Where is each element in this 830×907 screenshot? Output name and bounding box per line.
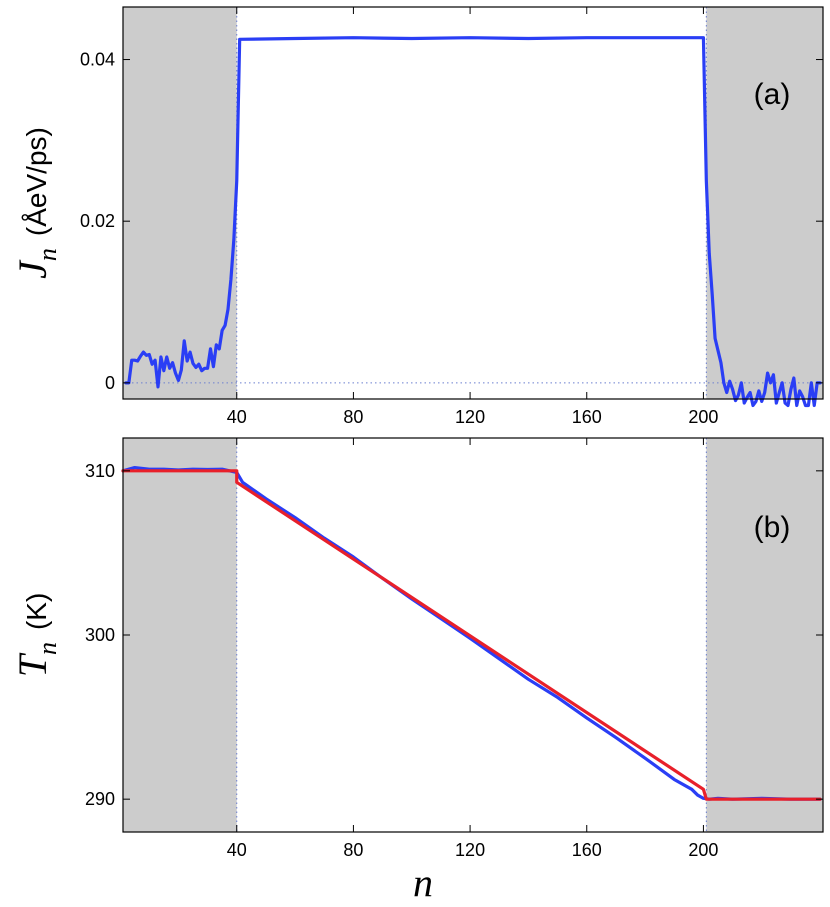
y-tick-label: 290 (85, 789, 115, 809)
x-tick-label: 80 (343, 840, 363, 860)
panel-b-temperature-plot: 40 80 120 160 200 290 300 310 (b) Tn (K) n (10, 437, 824, 905)
x-tick-label: 200 (688, 407, 718, 427)
y-axis-label-symbol: T (10, 652, 55, 677)
y-axis-label-unit: (K) (21, 593, 52, 630)
y-axis-label: Jn (ÅeV/ps) (10, 127, 62, 279)
x-axis-label: n (413, 860, 433, 905)
shaded-region (123, 438, 237, 832)
y-tick-label: 300 (85, 625, 115, 645)
y-axis-label: Tn (K) (10, 593, 62, 678)
panel-a-current-plot: 40 80 120 160 200 0 0.02 0.04 (a) Jn (ÅeV/ps) (10, 6, 824, 427)
x-tick-label: 80 (343, 407, 363, 427)
x-tick-label: 160 (572, 407, 602, 427)
y-axis-label-subscript: n (33, 642, 62, 655)
series-line-2 (121, 469, 822, 801)
y-tick-label: 0.02 (80, 211, 115, 231)
series-line-1 (124, 36, 822, 408)
panel-label: (b) (754, 511, 791, 544)
x-tick-label: 200 (688, 840, 718, 860)
x-tick-label: 160 (572, 840, 602, 860)
y-tick-label: 0 (105, 373, 115, 393)
shaded-region (706, 7, 823, 399)
y-tick-label: 310 (85, 461, 115, 481)
y-axis-label-symbol: J (10, 259, 55, 279)
shaded-region (706, 438, 823, 832)
x-tick-label: 40 (227, 407, 247, 427)
axes-frame (122, 6, 824, 400)
panel-label: (a) (754, 78, 791, 111)
y-axis-label-unit: (ÅeV/ps) (21, 127, 52, 236)
x-tick-label: 40 (227, 840, 247, 860)
shaded-region (123, 7, 237, 399)
x-tick-label: 120 (455, 840, 485, 860)
y-tick-label: 0.04 (80, 50, 115, 70)
y-axis-label-subscript: n (33, 248, 62, 261)
x-tick-label: 120 (455, 407, 485, 427)
